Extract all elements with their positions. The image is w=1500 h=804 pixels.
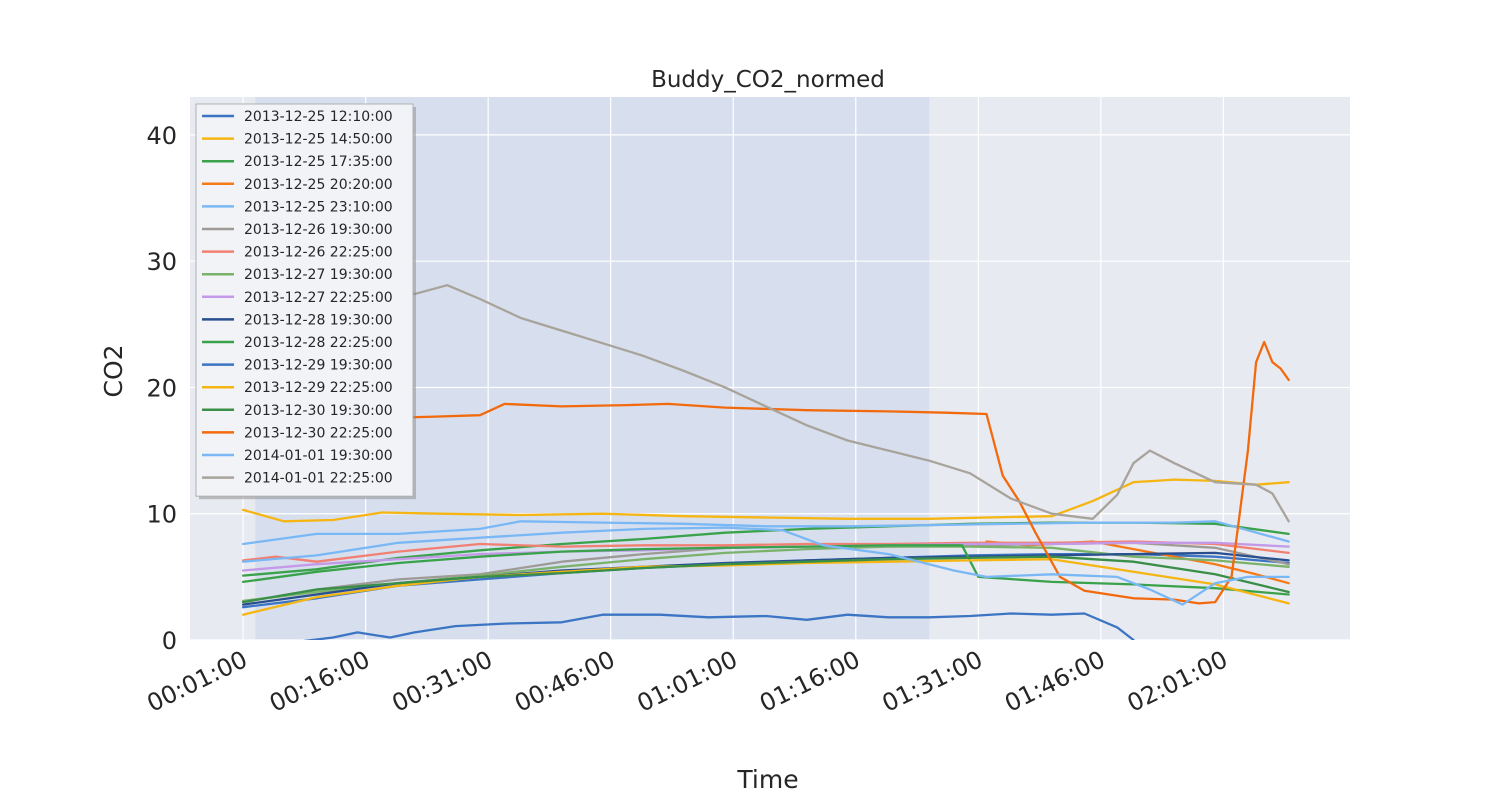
y-tick-label: 10 [146,501,177,529]
legend-label: 2013-12-25 14:50:00 [244,132,393,148]
series-line-14 [241,555,1290,604]
legend-label: 2013-12-26 19:30:00 [244,222,393,238]
x-tick-label: 00:01:00 [143,645,252,717]
legend-label: 2013-12-26 22:25:00 [244,245,393,261]
x-tick-label: 01:46:00 [1000,645,1109,717]
legend [195,103,414,497]
legend-label: 2013-12-25 23:10:00 [244,199,393,215]
legend-label: 2013-12-30 19:30:00 [244,403,393,419]
series-line-11 [241,544,1290,596]
legend-label: 2013-12-30 22:25:00 [244,425,393,441]
legend-label: 2014-01-01 19:30:00 [244,448,393,464]
legend-label: 2013-12-28 19:30:00 [244,312,393,328]
series-line-16 [241,526,1290,606]
y-axis-label: CO2 [99,344,128,397]
series-line-5 [241,520,1290,546]
legend-label: 2013-12-28 22:25:00 [244,335,393,351]
series-line-15 [331,340,1290,605]
x-axis-label: Time [736,765,798,794]
series-line-12 [303,612,1135,640]
x-tick-label: 01:16:00 [755,645,864,717]
legend-label: 2014-01-01 22:25:00 [244,471,393,487]
legend-label: 2013-12-25 20:20:00 [244,177,393,193]
legend-label: 2013-12-29 22:25:00 [244,380,393,396]
x-tick-label: 00:16:00 [265,645,374,717]
x-tick-label: 01:01:00 [633,645,742,717]
y-tick-label: 40 [146,122,177,150]
y-tick-label: 30 [146,248,177,276]
legend-label: 2013-12-27 19:30:00 [244,267,393,283]
series-line-17 [380,284,1290,523]
series-line-7 [241,540,1290,563]
chart-title: Buddy_CO2_normed [651,67,885,93]
series-line-13 [241,558,1290,616]
y-tick-label: 0 [162,627,177,655]
x-tick-label: 01:31:00 [878,645,987,717]
legend-label: 2013-12-25 12:10:00 [244,109,393,125]
legend-label: 2013-12-27 22:25:00 [244,290,393,306]
x-tick-label: 00:31:00 [388,645,497,717]
series-line-2 [241,478,1290,523]
legend-label: 2013-12-25 17:35:00 [244,154,393,170]
legend-label: 2013-12-29 19:30:00 [244,358,393,374]
y-tick-label: 20 [146,374,177,402]
x-tick-label: 00:46:00 [510,645,619,717]
x-tick-label: 02:01:00 [1123,645,1232,717]
